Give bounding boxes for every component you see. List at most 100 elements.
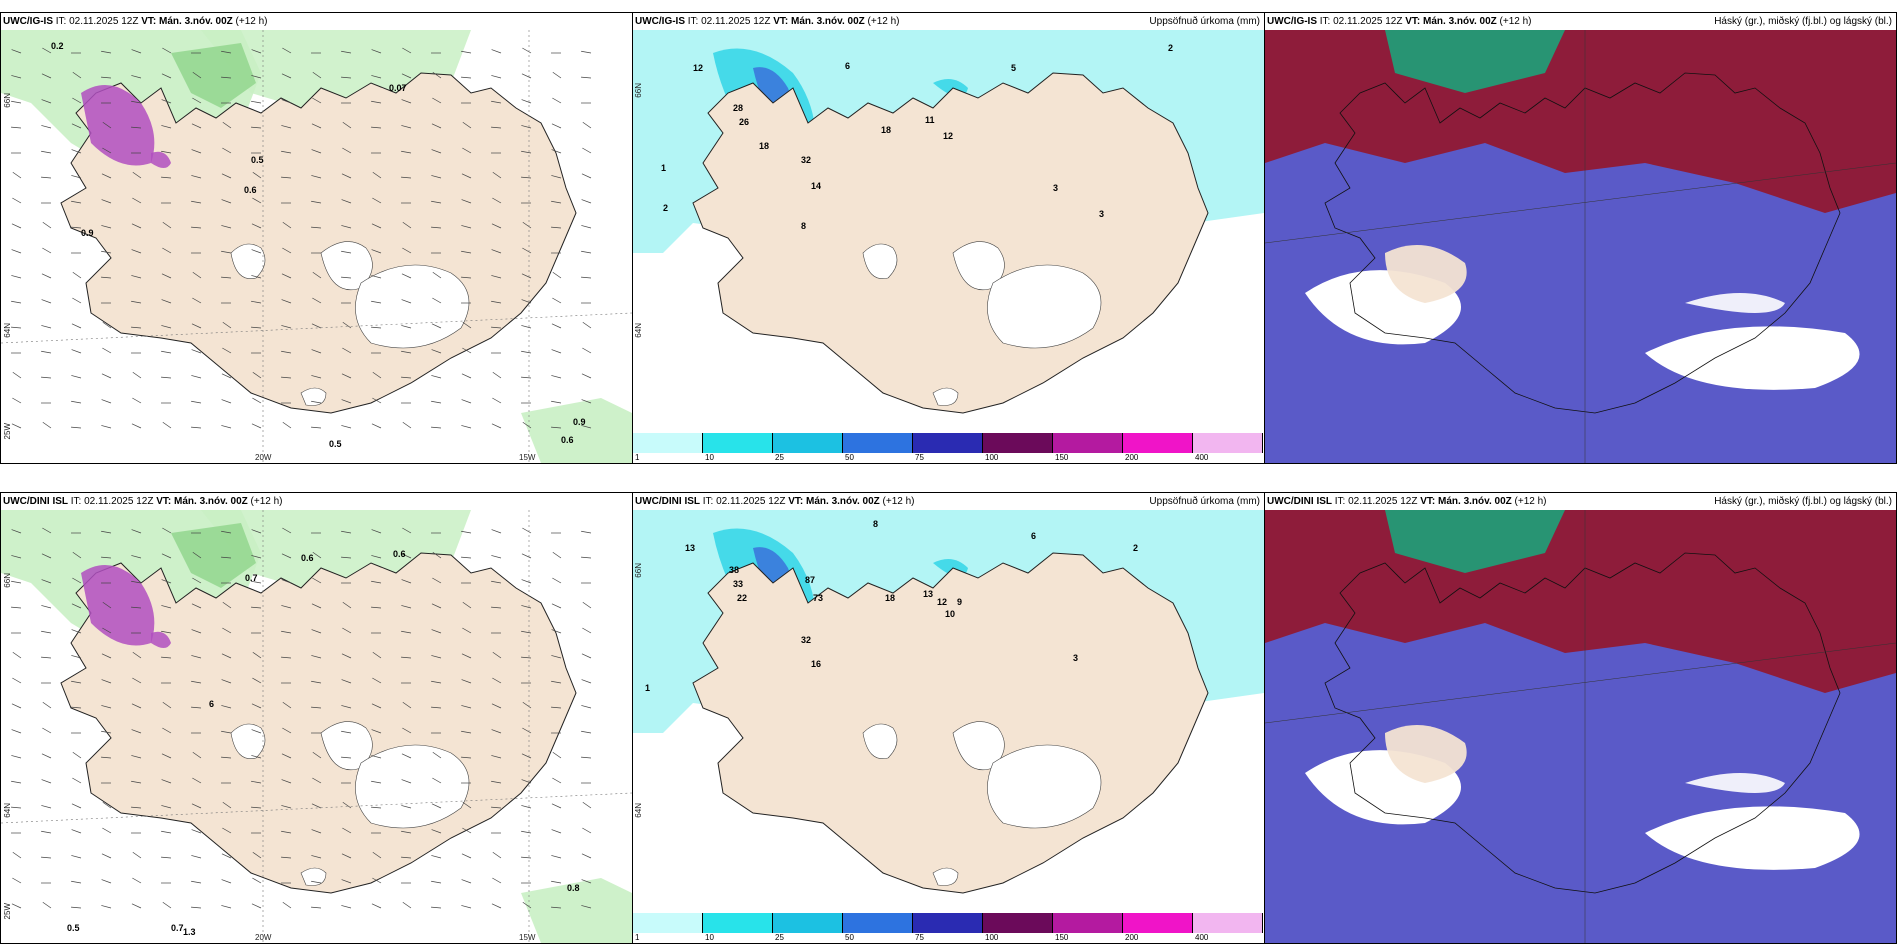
colorbar-tick-label: 1 xyxy=(635,453,640,462)
point-label: 28 xyxy=(733,103,744,113)
colorbar-segment xyxy=(703,913,773,933)
wind-precip-map xyxy=(1,30,632,463)
point-label: 0.07 xyxy=(389,83,407,93)
point-label: 2 xyxy=(1133,543,1139,553)
colorbar-segment xyxy=(633,913,703,933)
lat-label: 66N xyxy=(3,573,12,588)
panel-row2-middle: UWC/DINI ISL IT: 02.11.2025 12Z VT: Mán.… xyxy=(632,492,1265,944)
wind-precip-map xyxy=(1,510,632,943)
lat-label: 64N xyxy=(3,803,12,818)
point-label: 0.5 xyxy=(67,923,80,933)
colorbar-segment xyxy=(983,913,1053,933)
cloud-map xyxy=(1265,30,1896,463)
colorbar-tick-label: 400 xyxy=(1195,933,1209,942)
colorbar-tick-label: 10 xyxy=(705,453,714,462)
point-label: 32 xyxy=(801,635,812,645)
point-label: 0.7 xyxy=(245,573,258,583)
point-label: 0.5 xyxy=(251,155,264,165)
point-label: 8 xyxy=(801,221,807,231)
point-label: 0.9 xyxy=(81,228,94,238)
panel-row1-right: UWC/IG-IS IT: 02.11.2025 12Z VT: Mán. 3.… xyxy=(1264,12,1897,464)
colorbar-segment xyxy=(1123,433,1193,453)
point-label: 38 xyxy=(729,565,740,575)
colorbar-segment xyxy=(843,913,913,933)
colorbar-tick-label: 200 xyxy=(1125,933,1139,942)
point-label: 0.8 xyxy=(567,883,580,893)
panel-header: UWC/DINI ISL IT: 02.11.2025 12Z VT: Mán.… xyxy=(1,493,632,510)
colorbar-tick-label: 150 xyxy=(1055,933,1069,942)
colorbar-segment xyxy=(983,433,1053,453)
point-label: 6 xyxy=(1031,531,1037,541)
lat-label: 64N xyxy=(634,323,643,338)
point-label: 3 xyxy=(1099,209,1105,219)
point-label: 5 xyxy=(1011,63,1017,73)
precip-map xyxy=(633,30,1264,463)
coastline xyxy=(1324,552,1841,894)
point-label: 12 xyxy=(693,63,704,73)
point-label: 6 xyxy=(209,699,215,709)
point-label: 10 xyxy=(945,609,956,619)
point-label: 0.6 xyxy=(301,553,314,563)
coastline xyxy=(1324,72,1841,414)
product-title: Háský (gr.), miðský (fj.bl.) og lágský (… xyxy=(1714,16,1892,27)
colorbar-segment xyxy=(1123,913,1193,933)
lat-label: 25W xyxy=(3,423,12,440)
point-label: 0.6 xyxy=(393,549,406,559)
point-label: 16 xyxy=(811,659,822,669)
point-label: 14 xyxy=(811,181,822,191)
colorbar-tick-label: 1 xyxy=(635,933,640,942)
point-label: 1 xyxy=(661,163,667,173)
colorbar-tick-label: 25 xyxy=(775,453,784,462)
point-label: 9 xyxy=(957,597,963,607)
point-label: 12 xyxy=(937,597,948,607)
colorbar-segment xyxy=(773,913,843,933)
lat-label: 66N xyxy=(634,83,643,98)
colorbar-segment xyxy=(1193,433,1263,453)
point-label: 18 xyxy=(881,125,892,135)
product-title: Háský (gr.), miðský (fj.bl.) og lágský (… xyxy=(1714,496,1892,507)
precip-colorbar xyxy=(633,433,1263,453)
panel-header: UWC/DINI ISL IT: 02.11.2025 12Z VT: Mán.… xyxy=(1265,493,1896,510)
colorbar-segment xyxy=(773,433,843,453)
lon-label: 15W xyxy=(519,933,536,942)
colorbar-segment xyxy=(1053,913,1123,933)
product-title: Uppsöfnuð úrkoma (mm) xyxy=(1149,496,1260,507)
point-label: 0.7 xyxy=(171,923,184,933)
panel-row2-right: UWC/DINI ISL IT: 02.11.2025 12Z VT: Mán.… xyxy=(1264,492,1897,944)
point-label: 2 xyxy=(663,203,669,213)
point-label: 8 xyxy=(873,519,879,529)
point-label: 3 xyxy=(1053,183,1059,193)
panel-row2-left: UWC/DINI ISL IT: 02.11.2025 12Z VT: Mán.… xyxy=(0,492,633,944)
cloud-map xyxy=(1265,510,1896,943)
colorbar-ticks: 1 10 25 50 75 100 150 200 400 xyxy=(633,933,1263,943)
lon-label: 15W xyxy=(519,453,536,462)
precip-colorbar xyxy=(633,913,1263,933)
colorbar-tick-label: 50 xyxy=(845,453,854,462)
lat-label: 66N xyxy=(634,563,643,578)
point-label: 26 xyxy=(739,117,750,127)
colorbar-tick-label: 25 xyxy=(775,933,784,942)
panel-header: UWC/IG-IS IT: 02.11.2025 12Z VT: Mán. 3.… xyxy=(1,13,632,30)
point-label: 18 xyxy=(759,141,770,151)
panel-header: UWC/DINI ISL IT: 02.11.2025 12Z VT: Mán.… xyxy=(633,493,1264,510)
panel-row1-middle: UWC/IG-IS IT: 02.11.2025 12Z VT: Mán. 3.… xyxy=(632,12,1265,464)
colorbar-segment xyxy=(1193,913,1263,933)
point-label: 1 xyxy=(645,683,651,693)
panel-header: UWC/IG-IS IT: 02.11.2025 12Z VT: Mán. 3.… xyxy=(633,13,1264,30)
lat-label: 64N xyxy=(3,323,12,338)
point-label: 0.6 xyxy=(561,435,574,445)
product-title: Uppsöfnuð úrkoma (mm) xyxy=(1149,16,1260,27)
point-label: 0.5 xyxy=(329,439,342,449)
colorbar-tick-label: 400 xyxy=(1195,453,1209,462)
point-label: 18 xyxy=(885,593,896,603)
colorbar-ticks: 1 10 25 50 75 100 150 200 400 xyxy=(633,453,1263,463)
point-label: 2 xyxy=(1168,43,1174,53)
panel-row1-left: UWC/IG-IS IT: 02.11.2025 12Z VT: Mán. 3.… xyxy=(0,12,633,464)
colorbar-segment xyxy=(913,433,983,453)
colorbar-segment xyxy=(913,913,983,933)
point-label: 22 xyxy=(737,593,748,603)
lat-label: 66N xyxy=(3,93,12,108)
lon-label: 20W xyxy=(255,453,272,462)
point-label: 0.6 xyxy=(244,185,257,195)
panel-header: UWC/IG-IS IT: 02.11.2025 12Z VT: Mán. 3.… xyxy=(1265,13,1896,30)
